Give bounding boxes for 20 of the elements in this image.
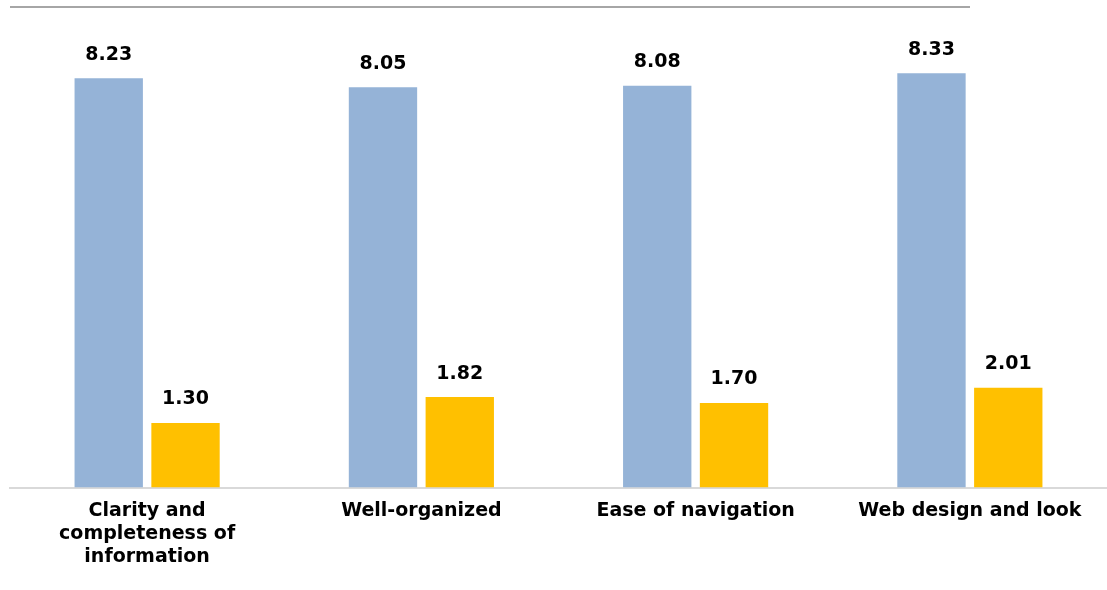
x-tick-label: Web design and look (858, 497, 1082, 520)
data-label: 2.01 (984, 351, 1032, 374)
bar (74, 78, 143, 488)
data-label: 8.23 (85, 41, 133, 64)
data-label: 8.05 (359, 50, 407, 73)
x-tick-label: Clarity and completeness of information (59, 497, 236, 566)
bar (974, 387, 1043, 488)
x-tick-label: Ease of navigation (596, 497, 795, 520)
x-tick-label: Well-organized (341, 497, 502, 520)
bar (425, 397, 494, 488)
bar (897, 73, 966, 488)
data-label: 8.33 (908, 36, 955, 59)
bar (348, 87, 418, 488)
data-label: 1.82 (436, 360, 484, 383)
bar (623, 85, 692, 488)
data-label: 1.70 (710, 366, 758, 389)
bar (699, 403, 769, 488)
data-label: 1.30 (162, 386, 209, 409)
data-label: 8.08 (633, 49, 681, 72)
bar (151, 422, 220, 488)
